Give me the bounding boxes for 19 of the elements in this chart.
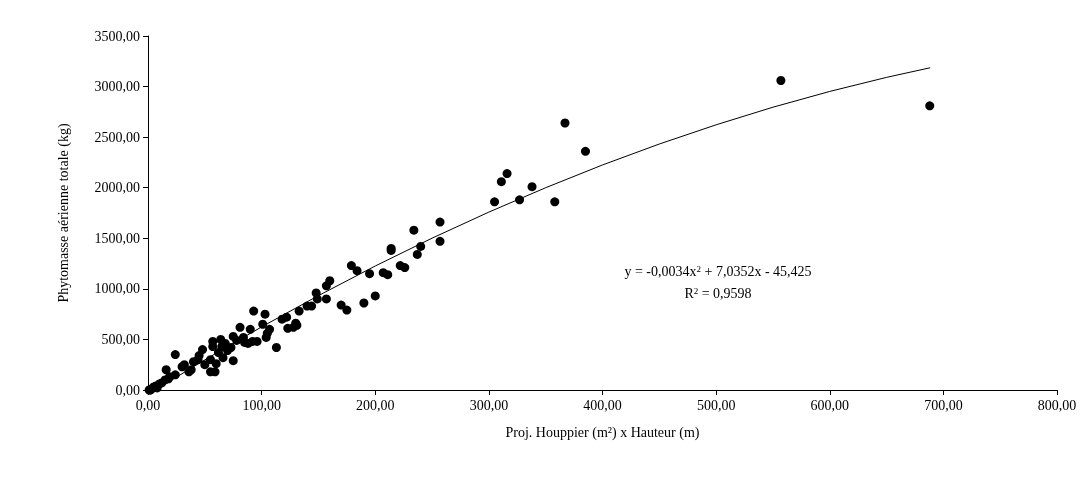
x-tick-label: 300,00 [469,397,509,413]
x-tick-label: 400,00 [583,397,622,413]
y-tick-label: 2500,00 [94,129,140,145]
x-tick-label: 800,00 [1037,397,1077,413]
x-tick-label: 0,00 [135,397,161,413]
y-tick-label: 1500,00 [94,230,140,246]
y-tick-label: 3500,00 [94,28,140,44]
y-tick-label: 0,00 [115,382,140,398]
x-tick-label: 700,00 [924,397,963,413]
y-tick-label: 500,00 [101,331,140,347]
y-tick-label: 1000,00 [94,281,140,297]
x-tick-label: 600,00 [810,397,849,413]
y-tick-label: 3000,00 [94,79,140,95]
x-tick-label: 200,00 [356,397,395,413]
y-axis-title: Phytomasse aérienne totale (kg) [55,123,72,303]
x-tick-label: 500,00 [696,397,736,413]
x-tick-label: 100,00 [242,397,281,413]
y-tick-label: 2000,00 [94,180,140,196]
x-axis-title: Proj. Houppier (m²) x Hauteur (m) [505,424,700,441]
